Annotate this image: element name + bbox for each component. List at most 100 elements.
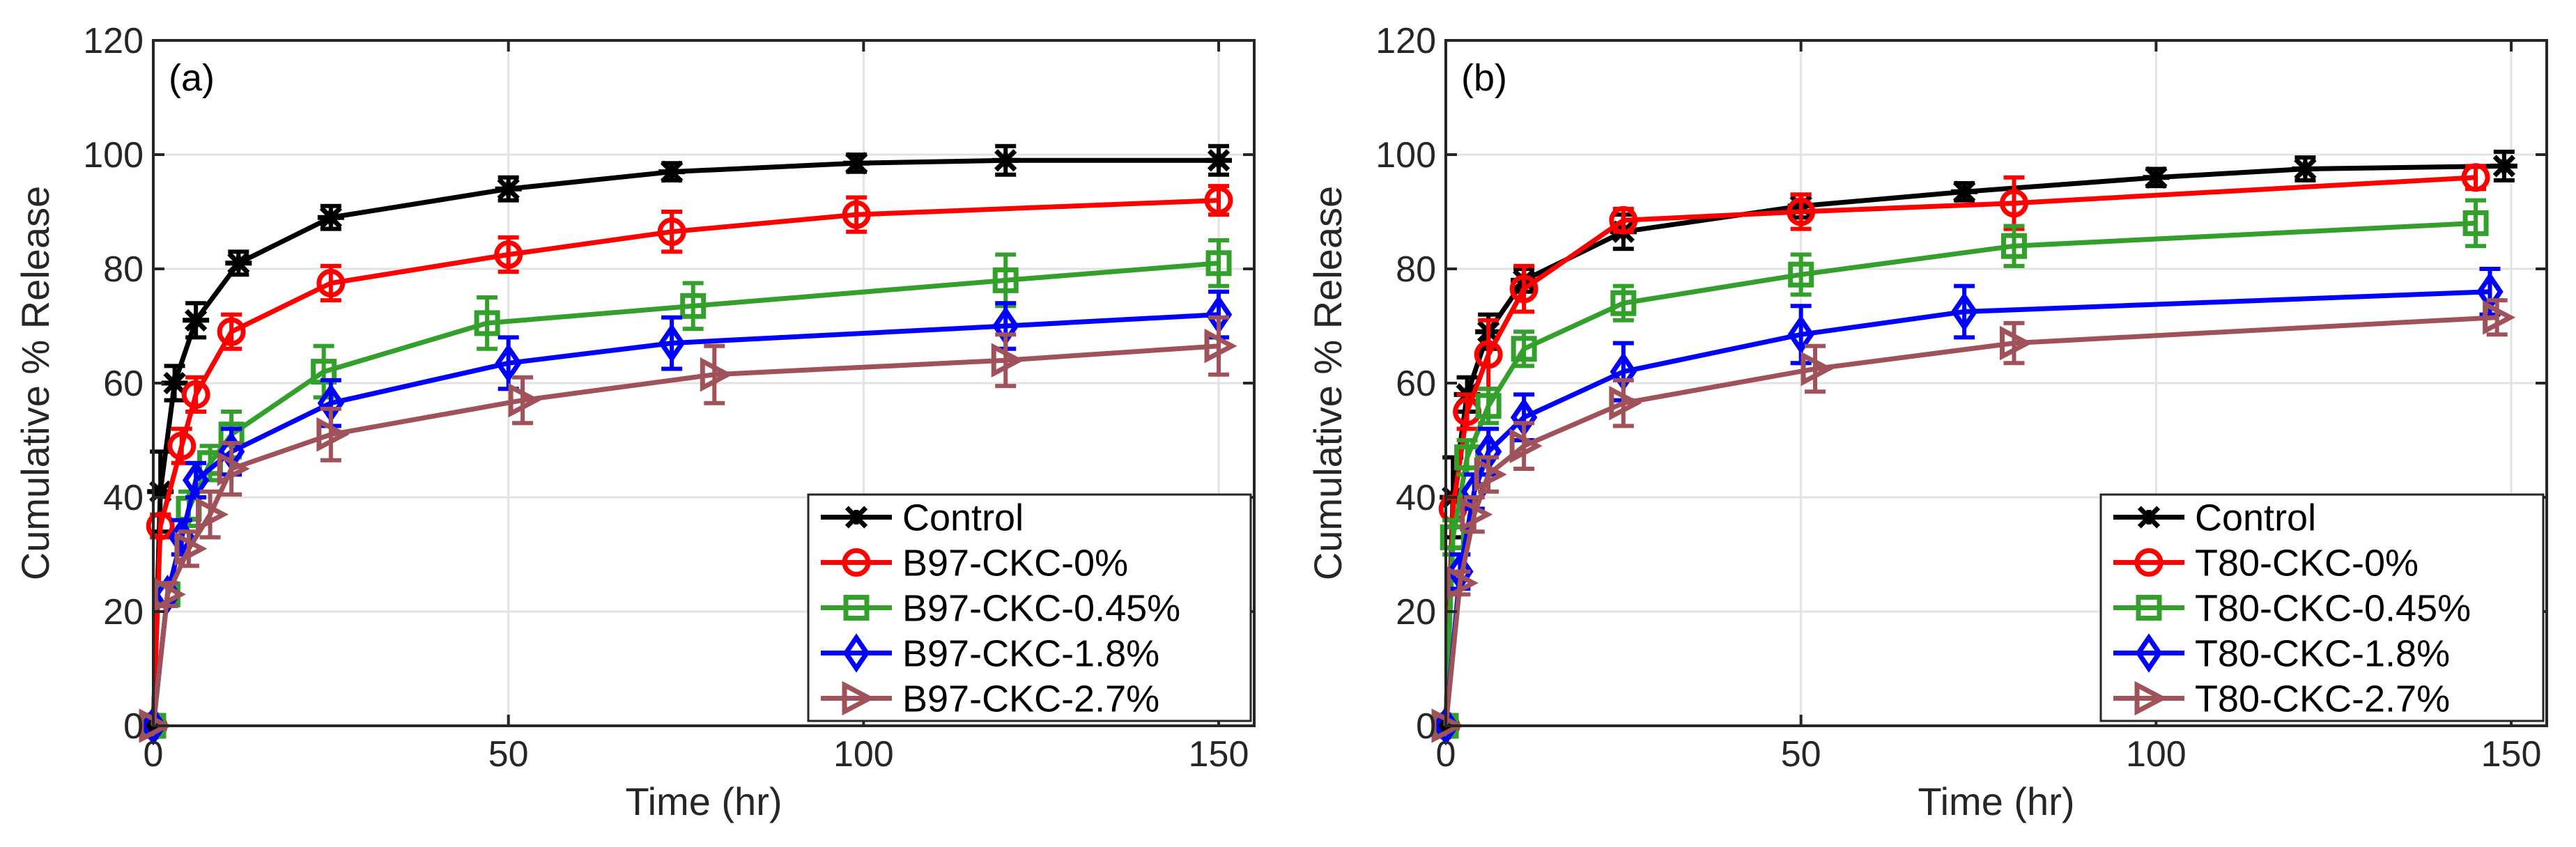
series-line: [151, 198, 1219, 726]
panel-label: (a): [169, 57, 215, 99]
y-tick-label: 80: [103, 249, 144, 290]
data-point: [174, 531, 208, 566]
error-bar: [1513, 421, 1535, 471]
y-tick-label: 40: [103, 478, 144, 518]
data-point: [1509, 274, 1538, 304]
data-point: [1474, 457, 1507, 492]
series-4: [1432, 267, 2504, 746]
data-point: [1440, 524, 1466, 550]
error-bar: [477, 295, 498, 351]
x-tick-label: 100: [2126, 734, 2186, 775]
data-point: [495, 178, 522, 201]
legend-label: B97-CKC-0%: [902, 543, 1128, 584]
legend-marker: [843, 506, 870, 529]
legend-label: T80-CKC-0.45%: [2195, 588, 2471, 630]
error-bar: [1790, 252, 1812, 297]
data-point: [508, 382, 541, 418]
error-bar: [1463, 495, 1485, 534]
y-tick-label: 120: [83, 21, 144, 61]
data-point: [167, 431, 196, 460]
y-tick-label: 60: [103, 364, 144, 404]
chart-panel-2: 0 50 100 150 0 20 40 60 80 100 120 Time (hr) Cumulat…: [1306, 21, 2548, 823]
data-point: [842, 200, 871, 229]
data-point: [316, 417, 350, 452]
data-point: [161, 371, 188, 395]
data-point: [474, 310, 500, 336]
error-bar: [704, 343, 725, 405]
data-point: [196, 497, 229, 532]
data-point: [217, 317, 246, 346]
error-bar: [1513, 263, 1535, 314]
data-point: [992, 149, 1019, 172]
legend: ControlB97-CKC-0%B97-CKC-0.45%B97-CKC-1.…: [807, 493, 1252, 722]
data-point: [1609, 385, 1642, 421]
data-point: [2292, 157, 2319, 180]
data-point: [1788, 261, 1814, 288]
error-bar: [682, 281, 704, 332]
legend-entry-1: Control: [821, 497, 1024, 539]
legend-label: B97-CKC-2.7%: [902, 678, 1159, 720]
error-bar: [1478, 455, 1499, 494]
legend-label: T80-CKC-2.7%: [2195, 678, 2450, 720]
data-point: [680, 293, 707, 319]
error-bar: [2465, 198, 2487, 249]
legend-marker: [842, 633, 870, 673]
data-point: [2490, 155, 2517, 178]
legend: ControlT80-CKC-0%T80-CKC-0.45%T80-CKC-1.…: [2099, 493, 2545, 722]
data-point: [2483, 300, 2516, 335]
legend-label: B97-CKC-0.45%: [902, 588, 1180, 630]
x-tick-label: 50: [1781, 734, 1821, 775]
x-tick-label: 150: [1189, 734, 1249, 775]
legend-marker: [2134, 548, 2164, 577]
error-bar: [995, 332, 1017, 389]
data-point: [657, 217, 686, 247]
y-tick-label: 120: [1375, 21, 1436, 61]
data-point: [2143, 166, 2170, 189]
data-point: [1609, 205, 1638, 235]
data-point: [1999, 189, 2028, 218]
legend-marker: [2134, 681, 2168, 716]
legend-entry-1: Control: [2113, 497, 2316, 539]
x-tick-label: 150: [2481, 734, 2542, 775]
legend-label: Control: [2195, 497, 2316, 539]
legend-marker: [842, 681, 875, 716]
y-axis-label: Cumulative % Release: [1306, 186, 1350, 580]
legend-label: T80-CKC-0%: [2195, 543, 2419, 584]
data-point: [1999, 325, 2033, 361]
data-point: [153, 577, 186, 612]
data-point: [991, 343, 1024, 378]
legend-entry-3: T80-CKC-0.45%: [2113, 588, 2471, 630]
data-point: [217, 451, 250, 486]
data-point: [1509, 428, 1543, 464]
data-point: [992, 267, 1019, 293]
x-tick-label: 100: [833, 734, 894, 775]
data-point: [658, 323, 686, 363]
data-point: [1205, 250, 1232, 277]
panel-label: (b): [1461, 57, 1507, 99]
x-tick-label: 50: [488, 734, 529, 775]
error-bar: [221, 441, 242, 497]
legend-entry-5: B97-CKC-2.7%: [821, 678, 1159, 720]
data-point: [1787, 197, 1816, 226]
series-line: [151, 343, 1219, 726]
error-bar: [2486, 298, 2508, 337]
data-point: [494, 240, 523, 269]
y-tick-label: 20: [103, 592, 144, 632]
legend-marker: [842, 548, 871, 577]
y-tick-label: 40: [1396, 478, 1436, 518]
legend-entry-3: B97-CKC-0.45%: [821, 588, 1180, 630]
y-tick-label: 0: [1416, 706, 1436, 747]
data-point: [2462, 210, 2489, 236]
y-tick-label: 0: [123, 706, 144, 747]
data-point: [183, 309, 210, 332]
data-point: [1205, 149, 1233, 172]
x-axis-label: Time (hr): [1918, 779, 2074, 823]
data-point: [146, 511, 175, 541]
data-point: [658, 160, 686, 183]
data-point: [843, 152, 870, 175]
data-point: [1475, 393, 1502, 419]
data-point: [1445, 566, 1479, 600]
data-point: [1474, 340, 1503, 369]
legend-entry-2: T80-CKC-0%: [2113, 543, 2419, 584]
